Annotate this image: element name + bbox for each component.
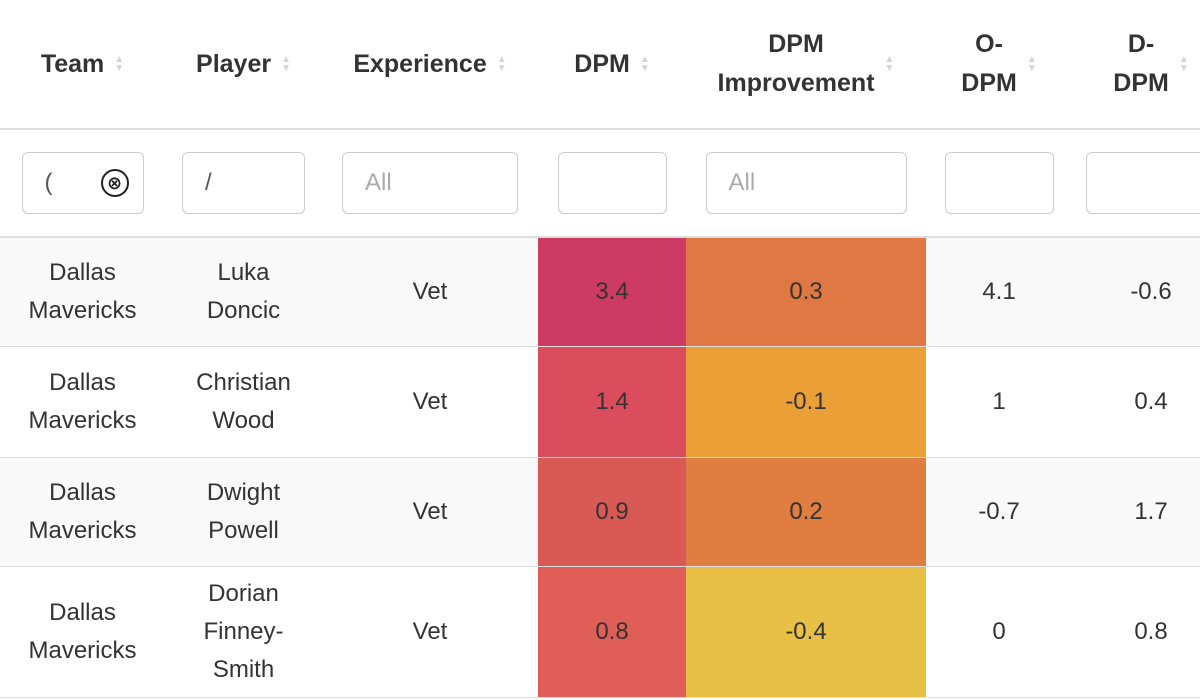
dpm-cell: 3.4 <box>538 237 686 347</box>
clear-filter-icon[interactable]: ⊗ <box>100 169 129 197</box>
o-dpm-filter-input[interactable] <box>944 152 1054 214</box>
column-label-experience: Experience <box>353 49 487 78</box>
team-cell: Dallas Mavericks <box>0 346 165 458</box>
dpm-cell: 0.9 <box>538 457 686 567</box>
player-filter-value: / <box>205 169 212 196</box>
player-cell: Dorian Finney- Smith <box>165 566 322 698</box>
column-header-team[interactable]: Team ▲ ▼ <box>0 0 165 130</box>
table-row[interactable]: Dallas Mavericks Christian Wood Vet 1.4 -0… <box>0 346 1200 458</box>
column-label-dpm: DPM <box>574 49 630 78</box>
team-cell: Dallas Mavericks <box>0 237 165 347</box>
experience-filter-placeholder: All <box>365 169 392 196</box>
dpm-improvement-cell: 0.3 <box>686 237 926 347</box>
o-dpm-cell: 1 <box>926 346 1072 458</box>
table-row[interactable]: Dallas Mavericks Luka Doncic Vet 3.4 0.3 4… <box>0 237 1200 347</box>
player-cell: Christian Wood <box>165 346 322 458</box>
column-label-dpm-improvement: DPM Improvement <box>717 30 875 97</box>
column-label-team: Team <box>40 49 105 78</box>
d-dpm-cell: -0.6 <box>1072 237 1200 347</box>
dpm-improvement-filter-select[interactable]: All <box>705 152 907 214</box>
experience-filter-select[interactable]: All <box>342 152 518 214</box>
column-header-dpm[interactable]: DPM ▲ ▼ <box>538 0 686 130</box>
experience-cell: Vet <box>322 237 538 347</box>
team-cell: Dallas Mavericks <box>0 457 165 567</box>
team-filter-input[interactable]: ( ⊗ <box>21 152 144 214</box>
dpm-improvement-cell: -0.4 <box>686 566 926 698</box>
player-cell: Dwight Powell <box>165 457 322 567</box>
column-label-o-dpm: O- DPM <box>961 30 1017 97</box>
team-filter-value: ( <box>44 169 53 196</box>
column-header-dpm-improvement[interactable]: DPM Improvement ▲ ▼ <box>686 0 926 130</box>
table-row[interactable]: Dallas Mavericks Dwight Powell Vet 0.9 0.2… <box>0 457 1200 567</box>
column-header-o-dpm[interactable]: O- DPM ▲ ▼ <box>926 0 1072 130</box>
sort-arrows-icon[interactable]: ▲ ▼ <box>114 54 125 74</box>
sort-arrows-icon[interactable]: ▲ ▼ <box>496 54 507 74</box>
header-row: Team ▲ ▼ Player ▲ ▼ Experience ▲ ▼ DPM <box>0 0 1200 130</box>
experience-cell: Vet <box>322 457 538 567</box>
sort-arrows-icon[interactable]: ▲ ▼ <box>1178 54 1189 74</box>
dpm-filter-input[interactable] <box>557 152 667 214</box>
column-header-experience[interactable]: Experience ▲ ▼ <box>322 0 538 130</box>
experience-cell: Vet <box>322 346 538 458</box>
sort-arrows-icon[interactable]: ▲ ▼ <box>639 54 650 74</box>
dpm-improvement-cell: 0.2 <box>686 457 926 567</box>
column-label-player: Player <box>196 49 272 78</box>
player-cell: Luka Doncic <box>165 237 322 347</box>
table-row[interactable]: Dallas Mavericks Dorian Finney- Smith Vet 0… <box>0 566 1200 698</box>
column-label-d-dpm: D- DPM <box>1113 30 1169 97</box>
d-dpm-cell: 0.4 <box>1072 346 1200 458</box>
o-dpm-cell: -0.7 <box>926 457 1072 567</box>
d-dpm-filter-input[interactable] <box>1086 152 1200 214</box>
team-cell: Dallas Mavericks <box>0 566 165 698</box>
d-dpm-cell: 0.8 <box>1072 566 1200 698</box>
column-header-player[interactable]: Player ▲ ▼ <box>165 0 322 130</box>
o-dpm-cell: 0 <box>926 566 1072 698</box>
filter-row: ( ⊗ / All All <box>0 129 1200 238</box>
o-dpm-cell: 4.1 <box>926 237 1072 347</box>
dpm-cell: 1.4 <box>538 346 686 458</box>
dpm-improvement-filter-placeholder: All <box>728 169 756 196</box>
player-filter-input[interactable]: / <box>182 152 305 214</box>
column-header-d-dpm[interactable]: D- DPM ▲ ▼ <box>1072 0 1200 130</box>
dpm-cell: 0.8 <box>538 566 686 698</box>
dpm-improvement-cell: -0.1 <box>686 346 926 458</box>
sort-arrows-icon[interactable]: ▲ ▼ <box>884 54 895 74</box>
sort-arrows-icon[interactable]: ▲ ▼ <box>281 54 291 74</box>
experience-cell: Vet <box>322 566 538 698</box>
sort-arrows-icon[interactable]: ▲ ▼ <box>1026 54 1037 74</box>
d-dpm-cell: 1.7 <box>1072 457 1200 567</box>
